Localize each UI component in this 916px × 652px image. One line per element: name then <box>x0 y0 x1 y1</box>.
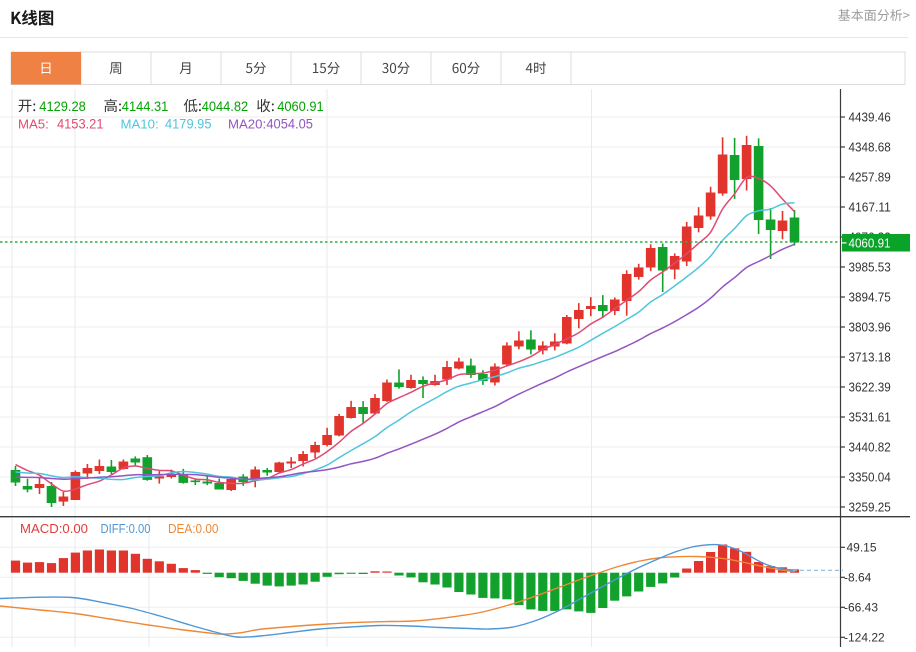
svg-text:3622.39: 3622.39 <box>849 380 891 394</box>
svg-text:3350.04: 3350.04 <box>849 470 891 484</box>
svg-text:4167.11: 4167.11 <box>849 200 891 214</box>
svg-text:4144.31: 4144.31 <box>122 99 169 114</box>
svg-text:MA10:: MA10: <box>121 117 159 132</box>
svg-text:-124.22: -124.22 <box>844 631 885 645</box>
svg-text:MACD:0.00: MACD:0.00 <box>20 521 88 536</box>
svg-text:4439.46: 4439.46 <box>849 110 891 124</box>
svg-text:MA5:: MA5: <box>18 117 49 132</box>
svg-text:4257.89: 4257.89 <box>849 170 891 184</box>
svg-text:3894.75: 3894.75 <box>849 290 891 304</box>
svg-text:3713.18: 3713.18 <box>849 350 891 364</box>
svg-text:4179.95: 4179.95 <box>165 117 212 132</box>
svg-text:3531.61: 3531.61 <box>849 410 891 424</box>
svg-text:-66.43: -66.43 <box>844 601 878 615</box>
svg-text:4348.68: 4348.68 <box>849 140 891 154</box>
svg-text:MA20:: MA20: <box>228 117 266 132</box>
svg-text:-8.64: -8.64 <box>844 571 872 585</box>
svg-text:4044.82: 4044.82 <box>202 99 249 114</box>
svg-text:4153.21: 4153.21 <box>57 117 104 132</box>
svg-text:3440.82: 3440.82 <box>849 440 891 454</box>
svg-text:DEA:0.00: DEA:0.00 <box>168 521 219 536</box>
svg-text:4060.91: 4060.91 <box>849 237 891 251</box>
svg-text:3985.53: 3985.53 <box>849 260 891 274</box>
svg-text:3803.96: 3803.96 <box>849 320 891 334</box>
svg-text:49.15: 49.15 <box>847 541 877 555</box>
svg-text:DIFF:0.00: DIFF:0.00 <box>101 521 151 536</box>
svg-text:3259.25: 3259.25 <box>849 500 891 514</box>
svg-text:4129.28: 4129.28 <box>39 99 86 114</box>
svg-text:4054.05: 4054.05 <box>266 117 313 132</box>
svg-text:4060.91: 4060.91 <box>277 99 324 114</box>
